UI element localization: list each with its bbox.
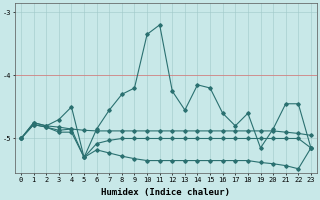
X-axis label: Humidex (Indice chaleur): Humidex (Indice chaleur) xyxy=(101,188,230,197)
